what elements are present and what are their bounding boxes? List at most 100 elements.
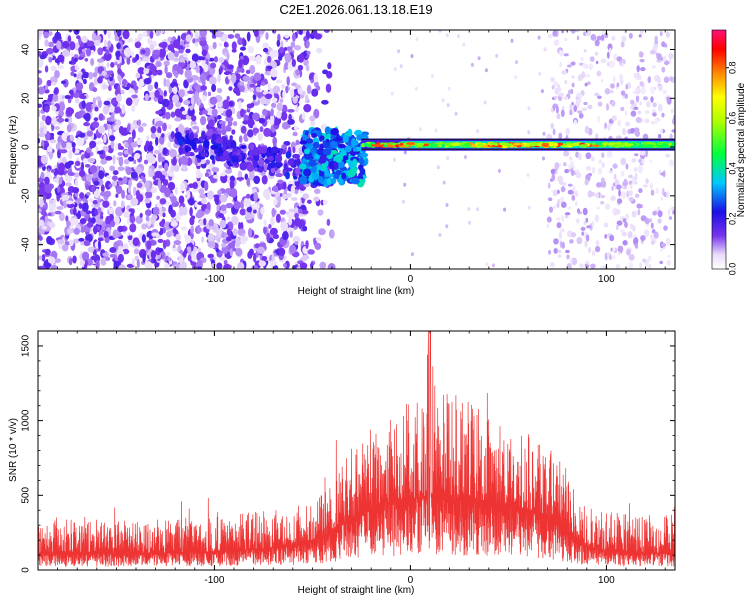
spectrogram-cell bbox=[113, 200, 117, 207]
spectrogram-cell bbox=[244, 215, 253, 221]
spectrogram-cell bbox=[485, 262, 489, 267]
spectrogram-cell bbox=[73, 172, 80, 178]
spectrogram-cell bbox=[120, 89, 125, 95]
spectrogram-cell bbox=[309, 262, 314, 269]
spectrogram-cell bbox=[160, 41, 168, 49]
spectrogram-cell bbox=[195, 65, 200, 74]
spectrogram-cell bbox=[550, 76, 555, 83]
spectrogram-cell bbox=[447, 86, 451, 91]
spectrogram-cell bbox=[282, 90, 286, 99]
spectrogram-cell bbox=[97, 76, 103, 84]
spectrogram-cell bbox=[585, 217, 589, 223]
spectrogram-cell bbox=[610, 195, 616, 202]
spectrogram-cell bbox=[556, 202, 560, 209]
spectrogram-cell bbox=[306, 84, 312, 95]
spectrogram-cell bbox=[232, 247, 237, 252]
spectrogram-cell bbox=[95, 259, 100, 269]
spectrogram-cell bbox=[326, 178, 332, 186]
spectrogram-cell bbox=[142, 177, 146, 183]
spectrogram-cell bbox=[95, 218, 104, 225]
spectrogram-cell bbox=[591, 220, 595, 227]
spectrogram-cell bbox=[527, 106, 531, 111]
spectrogram-cell bbox=[650, 96, 654, 103]
spectrogram-cell bbox=[64, 161, 72, 169]
spectrogram-cell bbox=[611, 255, 616, 260]
spectrogram-cell bbox=[514, 75, 518, 80]
spectrogram-cell bbox=[276, 39, 281, 47]
spectrogram-cell bbox=[608, 170, 613, 174]
spectrogram-cell bbox=[246, 163, 255, 172]
spectrogram-cell bbox=[130, 197, 139, 206]
spectrogram-cell bbox=[642, 133, 649, 140]
spectrogram-cell bbox=[85, 154, 91, 159]
spectrogram-cell bbox=[81, 35, 88, 44]
spectrogram-cell bbox=[146, 135, 150, 141]
spectrogram-cell bbox=[66, 227, 73, 235]
spectrogram-cell bbox=[608, 47, 612, 55]
spectrogram-cell bbox=[596, 206, 600, 210]
spectrogram-cell bbox=[44, 183, 52, 194]
spectrogram-cell bbox=[162, 122, 167, 132]
spectrogram-cell bbox=[194, 38, 201, 43]
spectrogram-cell bbox=[330, 177, 337, 185]
spectrogram-ylabel: Frequency (Hz) bbox=[8, 116, 19, 185]
spectrogram-cell bbox=[83, 78, 87, 85]
spectrogram-cell bbox=[305, 64, 310, 72]
spectrogram-cell bbox=[72, 186, 80, 194]
spectrogram-cell bbox=[185, 34, 192, 43]
spectrogram-cell bbox=[44, 248, 51, 256]
spectrogram-cell bbox=[594, 214, 600, 223]
spectrogram-cell bbox=[104, 52, 112, 61]
spectrogram-cell bbox=[208, 119, 215, 127]
spectrogram-cell bbox=[560, 201, 567, 208]
spectrogram-cell bbox=[319, 143, 324, 151]
spectrogram-cell bbox=[322, 69, 329, 75]
tone-cell bbox=[529, 142, 538, 147]
spectrogram-cell bbox=[527, 130, 531, 135]
spectrogram-cell bbox=[100, 257, 107, 266]
spectrogram-cell bbox=[201, 197, 207, 205]
spectrogram-cell bbox=[48, 31, 53, 36]
spectrogram-cell bbox=[272, 185, 279, 192]
spectrogram-cell bbox=[298, 219, 306, 228]
spectrogram-cell bbox=[51, 116, 57, 126]
spectrogram-cell bbox=[108, 106, 115, 113]
spectrogram-cell bbox=[314, 242, 322, 250]
spectrogram-cell bbox=[324, 30, 330, 33]
spectrogram-cell bbox=[225, 236, 232, 242]
spectrogram-cell bbox=[115, 50, 121, 58]
spectrogram-cell bbox=[245, 69, 251, 75]
spectrogram-cell bbox=[441, 98, 445, 103]
spectrogram-cell bbox=[161, 207, 167, 212]
spectrogram-cell bbox=[38, 255, 43, 260]
spectrogram-cell bbox=[334, 153, 343, 163]
spectrogram-cell bbox=[131, 129, 136, 140]
spectrogram-cell bbox=[105, 180, 112, 190]
spectrogram-cell bbox=[285, 171, 290, 180]
spectrogram-cell bbox=[116, 30, 122, 38]
spectrogram-cell bbox=[342, 135, 349, 143]
spectrogram-cell bbox=[311, 132, 318, 139]
spectrogram-cell bbox=[399, 64, 403, 69]
spectrogram-cell bbox=[150, 132, 156, 139]
spectrogram-cell bbox=[134, 152, 141, 160]
tone-cell bbox=[548, 142, 554, 147]
spectrogram-cell bbox=[333, 161, 339, 170]
spectrogram-cell bbox=[337, 160, 345, 169]
spectrogram-cell bbox=[666, 237, 671, 246]
spectrogram-cell bbox=[560, 186, 566, 193]
spectrogram-cell bbox=[222, 143, 227, 152]
spectrogram-cell bbox=[215, 138, 224, 144]
spectrogram-cell bbox=[138, 78, 145, 87]
spectrogram-cell bbox=[390, 91, 394, 96]
spectrogram-cell bbox=[104, 237, 110, 244]
spectrogram-cell bbox=[547, 182, 551, 189]
spectrogram-cell bbox=[219, 256, 228, 261]
spectrogram-cell bbox=[288, 113, 292, 122]
spectrogram-cell bbox=[181, 110, 188, 115]
spectrogram-cell bbox=[177, 138, 184, 146]
spectrogram-cell bbox=[187, 254, 192, 262]
spectrogram-cell bbox=[568, 156, 573, 161]
spectrogram-cell bbox=[639, 51, 644, 58]
spectrogram-cell bbox=[292, 32, 296, 42]
